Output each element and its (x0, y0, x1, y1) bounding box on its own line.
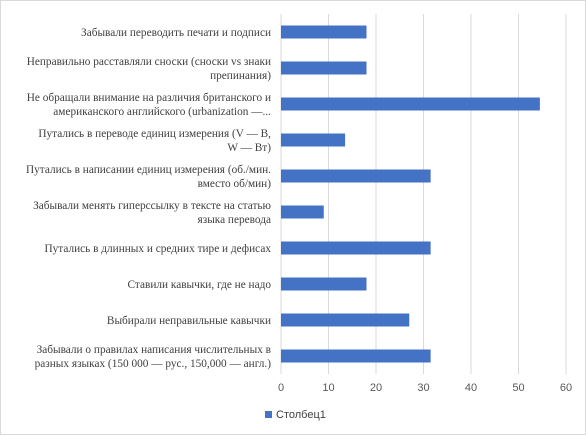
x-tick-label: 50 (512, 382, 524, 394)
bars (281, 25, 540, 363)
bar (281, 277, 367, 291)
category-label: разных языках (150 000 — рус., 150,000 —… (35, 358, 272, 370)
bar (281, 25, 367, 39)
x-tick-label: 30 (417, 382, 429, 394)
category-label: Ставили кавычки, где не надо (128, 279, 272, 291)
category-label: Забывали менять гиперссылку в тексте на … (33, 200, 271, 212)
bar (281, 241, 431, 255)
x-tick-label: 10 (322, 382, 334, 394)
bar (281, 205, 324, 219)
category-label: Забывали переводить печати и подписи (81, 27, 271, 39)
x-tick-label: 20 (370, 382, 382, 394)
bar (281, 349, 431, 363)
category-label: Путались в длинных и средних тире и дефи… (44, 243, 271, 255)
x-tick-label: 0 (278, 382, 284, 394)
category-label: Путались в написании единиц измерения (о… (26, 164, 271, 176)
bar (281, 61, 367, 75)
legend-label: Столбец1 (276, 409, 326, 421)
category-label: вместо об/мин) (198, 178, 272, 190)
x-tick-labels: 0 10 20 30 40 50 60 (278, 382, 572, 394)
category-label: Выбирали неправильные кавычки (107, 315, 271, 327)
category-label: американского английского (urbanization … (53, 106, 271, 118)
category-label: препинания) (210, 70, 271, 82)
bar (281, 133, 346, 147)
category-labels: Забывали переводить печати и подписи Непр… (26, 27, 272, 370)
category-label: Не обращали внимание на различия британс… (27, 92, 271, 104)
bar (281, 169, 431, 183)
legend: Столбец1 (265, 409, 326, 421)
x-tick-label: 40 (465, 382, 477, 394)
category-label: Неправильно расставляли сноски (сноски v… (27, 56, 271, 68)
category-label: языка перевода (198, 214, 271, 226)
category-label: Путались в переводе единиц измерения (V … (38, 128, 271, 140)
category-label: W — Вт) (227, 142, 271, 154)
category-label: Забывали о правилах написания числительн… (37, 344, 271, 356)
bar (281, 97, 540, 111)
legend-swatch (265, 411, 272, 418)
bar (281, 313, 410, 327)
x-tick-label: 60 (560, 382, 572, 394)
